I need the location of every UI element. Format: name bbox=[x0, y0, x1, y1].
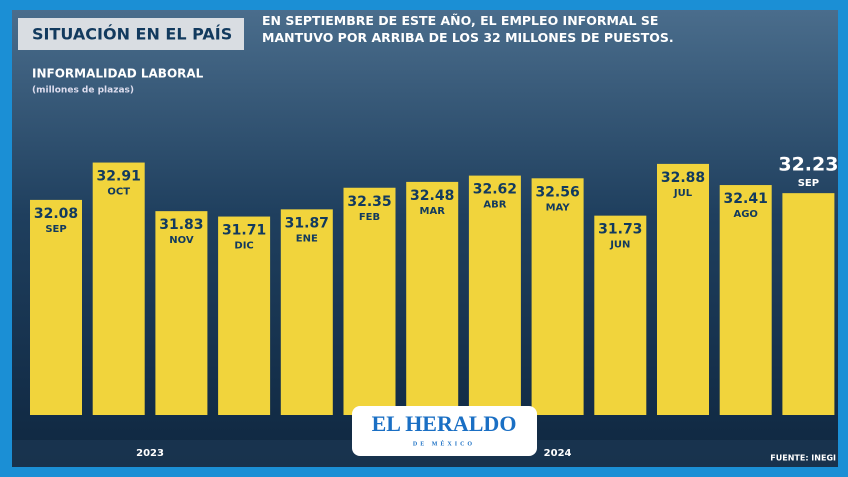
bar bbox=[719, 185, 772, 415]
bar bbox=[531, 178, 584, 415]
value-label: 32.48 bbox=[410, 188, 454, 204]
year-label: 2024 bbox=[544, 448, 572, 459]
value-label: 31.71 bbox=[222, 223, 266, 239]
bar bbox=[155, 211, 208, 415]
value-label: 32.41 bbox=[724, 191, 768, 207]
value-label: 32.56 bbox=[535, 184, 579, 200]
value-label: 31.83 bbox=[159, 217, 203, 233]
bar bbox=[406, 181, 459, 415]
x-tick-label: ENE bbox=[296, 233, 318, 244]
value-label: 32.08 bbox=[34, 206, 78, 222]
bar bbox=[280, 209, 333, 415]
chart-title: INFORMALIDAD LABORAL bbox=[32, 67, 204, 81]
value-label: 32.91 bbox=[97, 169, 141, 185]
value-label: 31.73 bbox=[598, 222, 642, 238]
logo-box bbox=[352, 406, 537, 456]
year-label: 2023 bbox=[136, 448, 164, 459]
source: FUENTE: INEGI bbox=[770, 454, 836, 463]
x-tick-label: ABR bbox=[483, 200, 506, 211]
chart-subtitle: (millones de plazas) bbox=[32, 86, 134, 96]
bar bbox=[218, 216, 271, 415]
bar bbox=[468, 175, 521, 415]
x-tick-label: MAR bbox=[420, 206, 446, 217]
x-tick-label: OCT bbox=[107, 187, 130, 198]
headline-box: EN SEPTIEMBRE DE ESTE AÑO, EL EMPLEO INF… bbox=[262, 13, 674, 45]
x-tick-label: NOV bbox=[169, 235, 194, 246]
bar bbox=[92, 162, 145, 415]
value-label: 32.23 bbox=[778, 154, 838, 176]
headline: EN SEPTIEMBRE DE ESTE AÑO, EL EMPLEO INF… bbox=[262, 13, 674, 45]
x-tick-label: AGO bbox=[733, 209, 757, 220]
x-tick-label: JUN bbox=[609, 240, 630, 251]
value-label: 32.88 bbox=[661, 170, 705, 186]
value-label: 31.87 bbox=[285, 215, 329, 231]
value-label: 32.35 bbox=[347, 194, 391, 210]
bar bbox=[594, 215, 647, 415]
bar bbox=[30, 199, 82, 415]
header: SITUACIÓN EN EL PAÍS bbox=[32, 25, 232, 44]
bar bbox=[343, 187, 396, 415]
x-tick-label: MAY bbox=[546, 202, 571, 213]
x-tick-label: JUL bbox=[673, 188, 693, 199]
bar bbox=[657, 163, 709, 415]
x-tick-label: DIC bbox=[234, 241, 253, 252]
x-tick-label: SEP bbox=[798, 178, 819, 189]
x-tick-label: FEB bbox=[359, 212, 380, 223]
logo-sub: DE MÉXICO bbox=[413, 439, 475, 447]
bar bbox=[782, 193, 835, 415]
value-label: 32.62 bbox=[473, 182, 517, 198]
x-tick-label: SEP bbox=[45, 224, 66, 235]
header-box bbox=[18, 18, 244, 50]
logo: EL HERALDO bbox=[372, 411, 517, 436]
